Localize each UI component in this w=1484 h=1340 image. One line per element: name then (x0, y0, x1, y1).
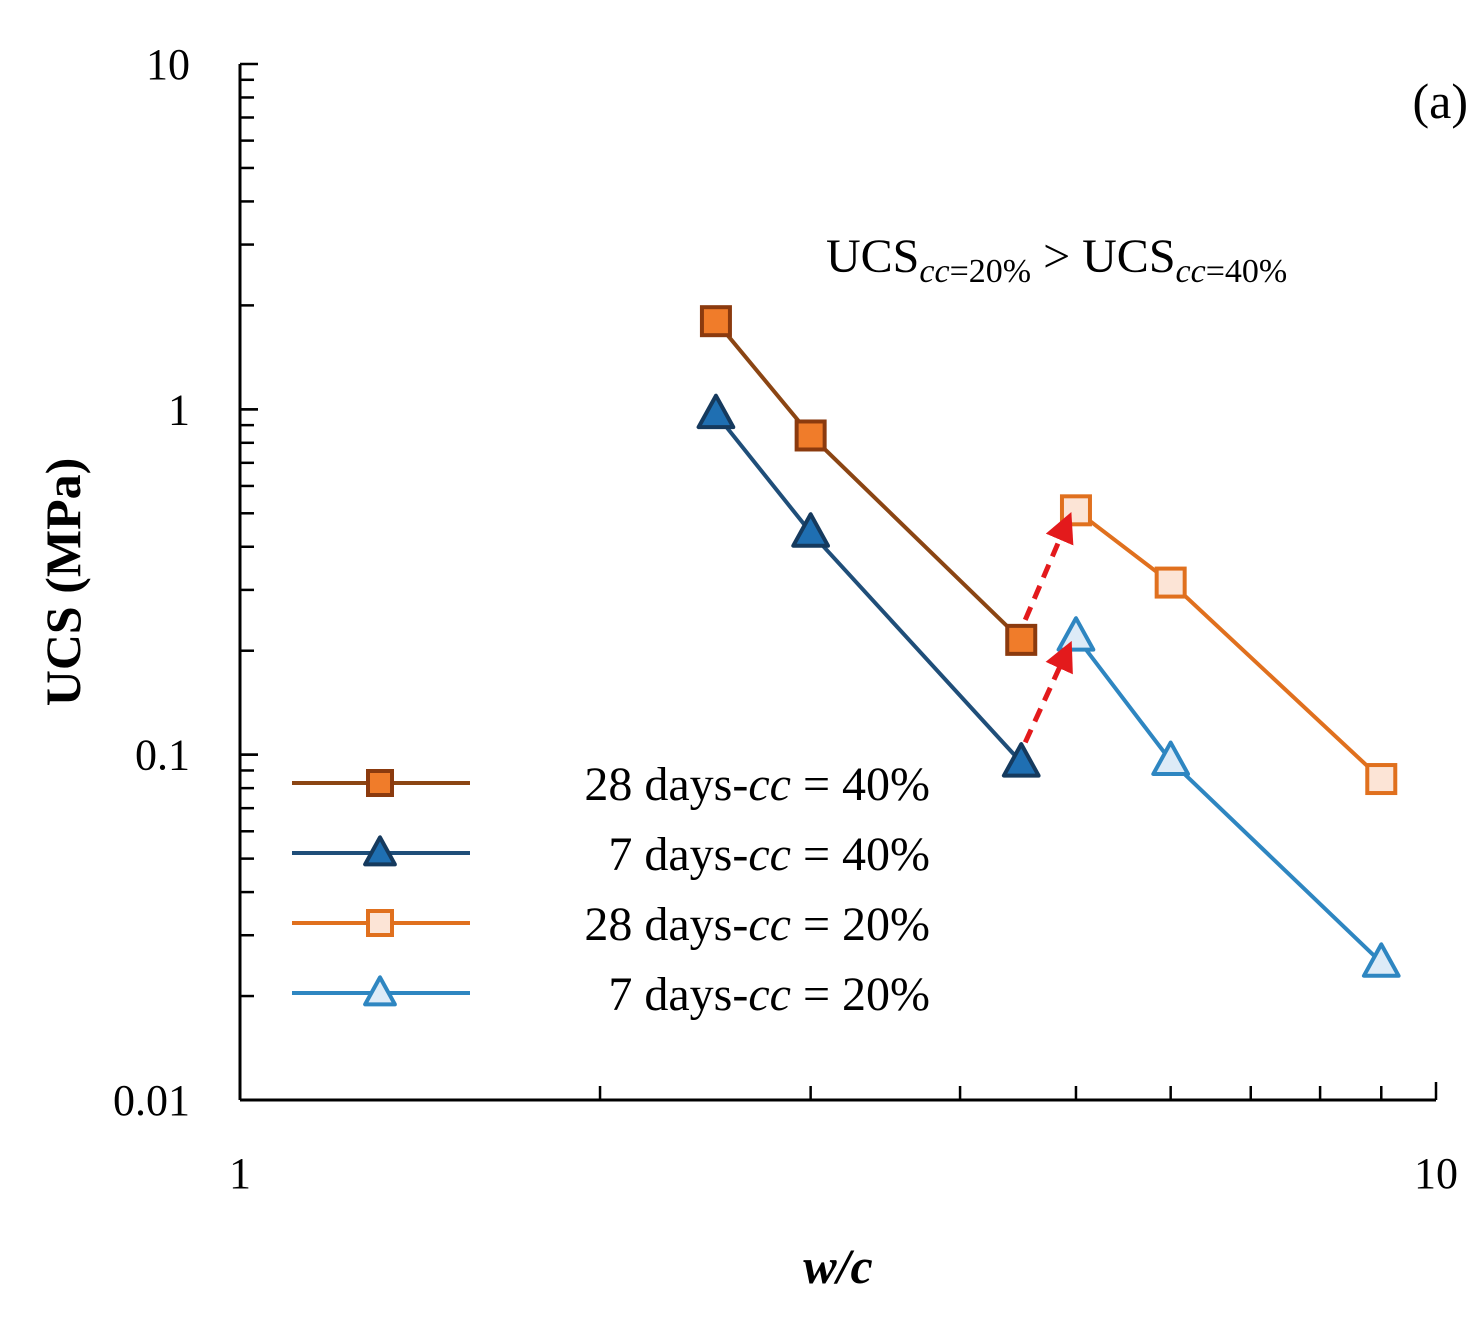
legend-label: 28 days-cc = 40% (584, 758, 930, 811)
data-point (1151, 740, 1191, 777)
legend-entry: 7 days-cc = 20% (292, 968, 930, 1021)
legend-label: 7 days-cc = 40% (608, 828, 930, 881)
data-point (1001, 742, 1041, 778)
annotation-lhs-main: UCS (826, 230, 919, 283)
data-point (1361, 942, 1401, 978)
series-1 (696, 393, 1041, 778)
x-tick-label: 1 (229, 1149, 251, 1198)
annotation-rhs-sub-italic: cc (1176, 253, 1206, 290)
legend-label: 28 days-cc = 20% (584, 898, 930, 951)
series-2 (1059, 494, 1398, 796)
annotation-ucs-comparison: UCScc=20% > UCScc=40% (826, 230, 1287, 290)
annotation-lhs-sub-rest: =20% (950, 253, 1032, 290)
data-point (699, 305, 732, 338)
legend-entry: 28 days-cc = 20% (292, 898, 930, 951)
legend-marker (363, 835, 397, 867)
series-line (1074, 508, 1383, 781)
series-line (714, 412, 1023, 764)
legend-marker (366, 769, 394, 797)
y-axis-title: UCS (MPa) (35, 458, 91, 707)
data-point (1365, 763, 1398, 796)
series-line (1074, 635, 1383, 965)
y-tick-label: 0.1 (135, 731, 190, 780)
y-tick-label: 1 (168, 385, 190, 434)
data-point (794, 419, 827, 452)
series-line (714, 319, 1023, 642)
x-axis-title: w/c (803, 1238, 872, 1294)
annotation-lhs-sub-italic: cc (919, 253, 949, 290)
data-point (1154, 566, 1187, 599)
red-dashed-arrow (1022, 640, 1073, 744)
panel-label: (a) (1413, 73, 1469, 129)
legend-marker (366, 909, 394, 937)
data-point (791, 512, 830, 548)
annotation-rhs-sub-rest: =40% (1206, 253, 1288, 290)
series-0 (699, 305, 1038, 656)
data-point (1005, 623, 1038, 656)
series-3 (1056, 616, 1401, 978)
arrow-layer (1022, 512, 1074, 744)
series-layer (696, 305, 1401, 978)
legend: 28 days-cc = 40% 7 days-cc = 40% 28 days-c… (292, 758, 930, 1021)
annotation-operator: > (1031, 230, 1082, 283)
data-point (696, 393, 736, 430)
annotation-rhs-main: UCS (1082, 230, 1175, 283)
data-point (1056, 616, 1096, 652)
y-tick-label: 10 (146, 40, 190, 89)
y-tick-label: 0.01 (113, 1076, 190, 1125)
x-tick-label: 10 (1414, 1149, 1458, 1198)
legend-entry: 28 days-cc = 40% (292, 758, 930, 811)
legend-label: 7 days-cc = 20% (608, 968, 930, 1021)
red-dashed-arrow (1022, 512, 1074, 621)
axes: 0.01 0.1 1 10 1 10 (113, 40, 1458, 1198)
legend-marker (363, 975, 397, 1007)
data-point (1059, 494, 1092, 527)
legend-entry: 7 days-cc = 40% (292, 828, 930, 881)
